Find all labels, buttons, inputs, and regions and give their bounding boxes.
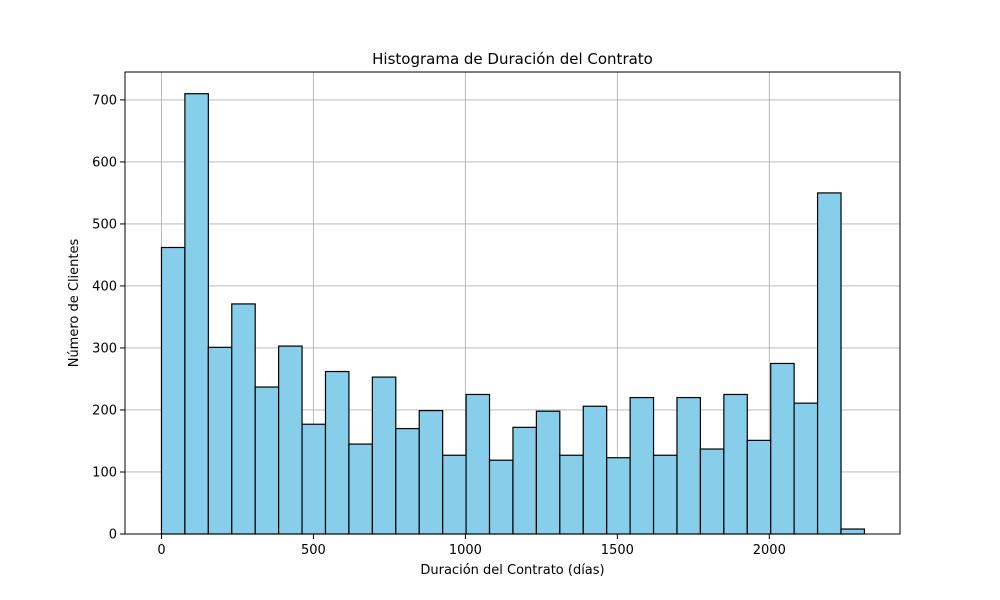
histogram-bar — [770, 362, 795, 535]
histogram-bar — [606, 457, 631, 535]
histogram-bar — [418, 409, 444, 535]
histogram-bar — [559, 454, 584, 535]
y-tick-label: 400 — [92, 279, 117, 294]
histogram-bar — [816, 192, 842, 535]
y-tick-label: 0 — [109, 528, 117, 543]
chart-title: Histograma de Duración del Contrato — [372, 50, 653, 68]
y-tick-label: 200 — [92, 403, 117, 418]
histogram-bar — [254, 386, 280, 535]
histogram-bar — [676, 396, 702, 535]
histogram-bar — [535, 410, 561, 535]
histogram-bar — [324, 370, 350, 535]
histogram-bar — [746, 439, 772, 535]
histogram-bar — [184, 93, 209, 535]
histogram-bar — [723, 393, 748, 535]
histogram-bar — [207, 346, 233, 535]
histogram-bar — [699, 448, 725, 535]
histogram-bar — [348, 443, 373, 535]
x-tick-label: 500 — [301, 543, 326, 558]
histogram-bar — [301, 423, 327, 535]
histogram-bar — [231, 303, 256, 535]
x-tick-label: 2000 — [753, 543, 786, 558]
histogram-bar — [512, 426, 537, 535]
histogram-bar — [488, 459, 514, 535]
bars-layer — [160, 93, 866, 535]
x-tick-label: 1500 — [601, 543, 634, 558]
y-tick-label: 100 — [92, 465, 117, 480]
histogram-bar — [442, 454, 467, 535]
histogram-bar — [840, 528, 866, 535]
y-tick-label: 700 — [92, 93, 117, 108]
histogram-bar — [629, 396, 655, 535]
histogram-bar — [465, 393, 491, 535]
histogram-bar — [371, 376, 397, 535]
y-tick-label: 300 — [92, 341, 117, 356]
x-tick-label: 0 — [157, 543, 165, 558]
y-axis-label: Número de Clientes — [67, 238, 82, 367]
histogram-bar — [652, 454, 678, 535]
histogram-bar — [395, 427, 420, 535]
histogram-bar — [793, 402, 819, 535]
histogram-bar — [582, 405, 608, 535]
y-tick-label: 500 — [92, 217, 117, 232]
histogram-bar — [160, 246, 186, 535]
ticks-layer: 0 500 1000 1500 2000 0 100 200 300 400 500 600 700 — [92, 93, 786, 558]
x-axis-label: Duración del Contrato (días) — [420, 563, 604, 578]
histogram-bar — [278, 345, 303, 535]
x-tick-label: 1000 — [449, 543, 482, 558]
plot-frame — [124, 71, 901, 535]
y-tick-label: 600 — [92, 155, 117, 170]
